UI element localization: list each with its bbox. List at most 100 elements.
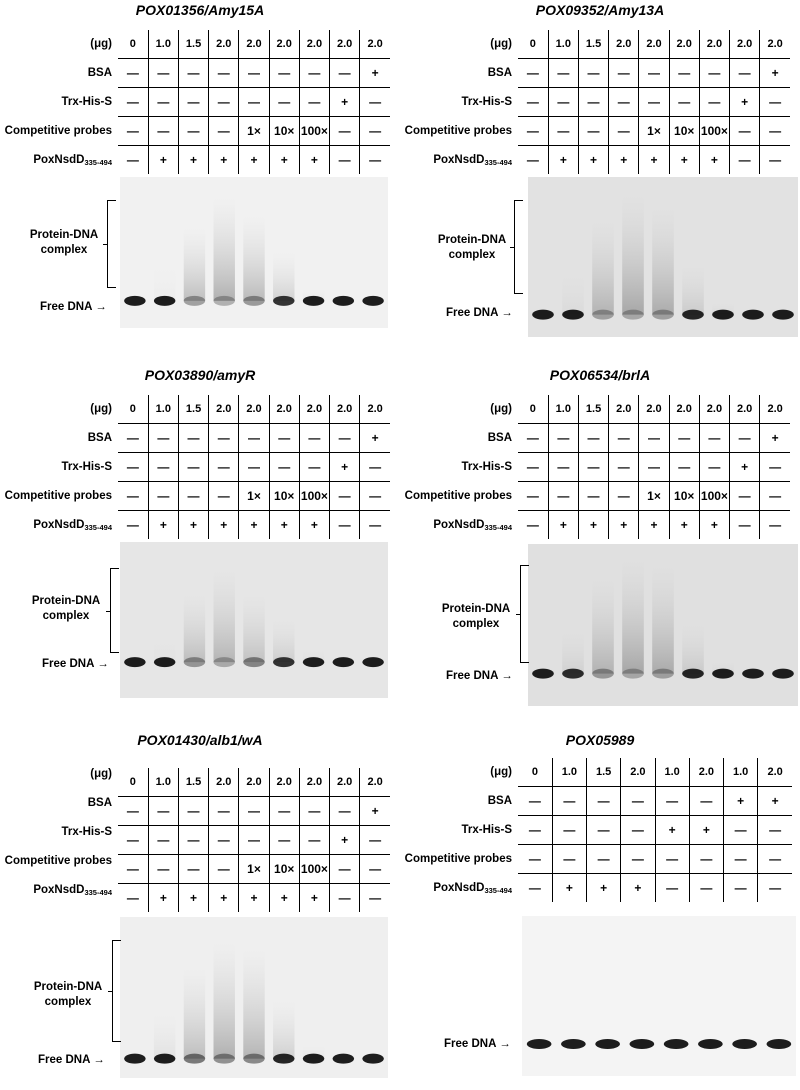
gel-svg xyxy=(522,916,796,1076)
condition-cell: — xyxy=(608,452,640,482)
gel-band xyxy=(562,309,584,320)
gel-band xyxy=(772,309,794,320)
gel-smear xyxy=(243,593,265,663)
condition-cell: 10× xyxy=(668,116,700,146)
gel-svg xyxy=(120,542,388,698)
row-label-protein: PoxNsdD335-494 xyxy=(433,154,512,167)
condition-cell: — xyxy=(208,825,240,855)
free-dna-text: Free DNA xyxy=(42,658,94,670)
gel-band xyxy=(732,1039,757,1049)
condition-cell: — xyxy=(118,510,149,539)
complex-bracket xyxy=(106,568,119,653)
gel-band xyxy=(124,657,146,668)
condition-cell: + xyxy=(298,883,331,912)
condition-cell: + xyxy=(268,883,300,912)
condition-cell: — xyxy=(757,844,792,874)
gel-band xyxy=(183,295,206,306)
gel-smear xyxy=(213,568,235,663)
condition-cell: — xyxy=(729,58,761,88)
row-label-ug: (μg) xyxy=(490,38,512,50)
condition-cell: — xyxy=(329,423,361,453)
condition-cell: + xyxy=(698,145,731,174)
condition-row-protein: — + + + + + + — — xyxy=(118,145,390,174)
condition-cell: 10× xyxy=(268,116,300,146)
gel-band xyxy=(682,668,704,679)
condition-cell: — xyxy=(759,481,790,511)
condition-cell: 1.5 xyxy=(177,768,210,797)
condition-cell: + xyxy=(757,786,792,816)
condition-cell: — xyxy=(518,873,553,902)
condition-cell: — xyxy=(208,796,240,826)
row-label-ug: (μg) xyxy=(90,768,112,780)
condition-cell: — xyxy=(268,452,300,482)
condition-cell: 2.0 xyxy=(268,395,300,424)
condition-cell: — xyxy=(208,116,240,146)
condition-cell: + xyxy=(668,510,700,539)
arrow-icon: → xyxy=(93,1054,105,1066)
condition-cell: 2.0 xyxy=(208,768,240,797)
condition-row-bsa: — — — — — — — — + xyxy=(518,423,790,453)
complex-label: Protein-DNA complex xyxy=(29,229,99,256)
condition-cell: 2.0 xyxy=(608,30,640,59)
complex-bracket xyxy=(516,565,529,663)
complex-label: Protein-DNA complex xyxy=(437,234,507,261)
gel-band xyxy=(562,668,584,679)
condition-cell: — xyxy=(608,87,640,117)
condition-cell: 2.0 xyxy=(638,395,670,424)
condition-cell: + xyxy=(654,815,690,845)
condition-row-probes: — — — —1× 10× 100× — — xyxy=(518,116,790,146)
gel-band xyxy=(742,309,764,320)
protein-name: PoxNsdD xyxy=(433,882,485,894)
condition-cell: 1× xyxy=(638,481,670,511)
condition-cell: — xyxy=(547,116,579,146)
panel-2: POX09352/Amy13A (μg) BSA Trx-His-S Compe… xyxy=(400,0,800,360)
gel-smear xyxy=(622,556,644,674)
condition-cell: — xyxy=(118,854,149,884)
gel-svg xyxy=(120,177,388,328)
condition-cell: — xyxy=(729,481,761,511)
condition-cell: 2.0 xyxy=(268,30,300,59)
condition-row-protein: — + + + + + + — — xyxy=(518,510,790,539)
gel-band xyxy=(712,668,734,679)
condition-cell: + xyxy=(698,510,731,539)
condition-cell: + xyxy=(759,58,790,88)
condition-cell: 1.5 xyxy=(177,30,210,59)
row-label-probes: Competitive probes xyxy=(4,855,112,867)
protein-name: PoxNsdD xyxy=(33,154,85,166)
condition-cell: — xyxy=(638,58,670,88)
condition-cell: — xyxy=(329,883,361,912)
gel-band xyxy=(124,1053,146,1064)
condition-cell: — xyxy=(577,116,610,146)
condition-row-protein: — + + + + + + — — xyxy=(518,145,790,174)
condition-cell: — xyxy=(268,825,300,855)
gel-band xyxy=(213,657,235,668)
condition-cell: 2.0 xyxy=(238,395,270,424)
condition-cell: — xyxy=(359,510,390,539)
gel-band xyxy=(153,1053,176,1064)
condition-cell: + xyxy=(668,145,700,174)
condition-cell: 2.0 xyxy=(668,30,700,59)
protein-range: 335-494 xyxy=(84,888,112,897)
condition-row-ug: 0 1.0 1.5 2.0 2.0 2.0 2.0 2.0 2.0 xyxy=(518,395,790,424)
condition-cell: — xyxy=(757,815,792,845)
gel-band xyxy=(742,668,764,679)
gel-image xyxy=(120,917,388,1078)
condition-cell: 2.0 xyxy=(359,395,390,424)
condition-cell: — xyxy=(729,423,761,453)
condition-row-probes: — — — — — — — — xyxy=(518,844,792,874)
gel-smear xyxy=(682,263,704,315)
row-label-ug: (μg) xyxy=(490,403,512,415)
condition-cell: — xyxy=(177,116,210,146)
condition-cell: + xyxy=(208,883,240,912)
condition-cell: — xyxy=(177,481,210,511)
arrow-icon: → xyxy=(501,670,513,682)
condition-cell: — xyxy=(147,87,179,117)
gel-band xyxy=(243,1053,265,1064)
complex-bracket xyxy=(510,200,523,294)
condition-cell: 2.0 xyxy=(298,768,331,797)
gel-smear xyxy=(273,1000,295,1059)
condition-cell: 2.0 xyxy=(238,768,270,797)
condition-cell: — xyxy=(118,116,149,146)
gel-band xyxy=(652,668,674,679)
condition-cell: — xyxy=(359,854,390,884)
